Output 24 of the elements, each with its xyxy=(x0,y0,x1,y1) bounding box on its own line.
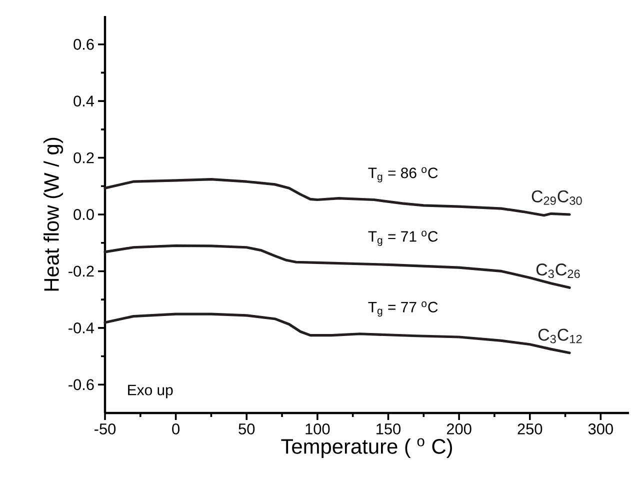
y-tick-label: -0.6 xyxy=(68,379,94,390)
series-label: C$_{3}$C$_{26}$ xyxy=(536,264,580,278)
y-tick-label: 0.4 xyxy=(74,96,94,107)
y-axis-title: Heat flow (W / g) xyxy=(44,138,64,291)
annotation: T$_{g}$ = 86 $^{o}$C xyxy=(368,167,438,182)
series-label: C$_{29}$C$_{30}$ xyxy=(532,190,582,205)
x-tick-label: 50 xyxy=(238,423,255,434)
annotation: T$_{g}$ = 71 $^{o}$C xyxy=(368,230,438,246)
y-tick-label: -0.4 xyxy=(68,322,94,334)
x-tick-label: 150 xyxy=(376,423,401,434)
x-tick-label: 250 xyxy=(518,423,542,434)
y-tick-label: 0.6 xyxy=(74,38,94,50)
y-tick-label: 0.2 xyxy=(74,152,94,164)
series-label: C$_{3}$C$_{12}$ xyxy=(538,328,582,344)
x-tick-label: 200 xyxy=(446,423,472,434)
annotation: T$_{g}$ = 77 $^{o}$C xyxy=(368,301,438,317)
x-tick-label: 300 xyxy=(588,423,613,434)
x-axis-title: Temperature ( $^{o}$ C) xyxy=(281,438,452,458)
x-tick-label: -50 xyxy=(94,423,116,434)
annotation: Exo up xyxy=(128,384,173,398)
x-tick-label: 100 xyxy=(306,423,330,434)
y-tick-label: 0.0 xyxy=(74,209,94,220)
x-tick-label: 0 xyxy=(172,423,180,434)
y-tick-label: -0.2 xyxy=(68,266,94,277)
